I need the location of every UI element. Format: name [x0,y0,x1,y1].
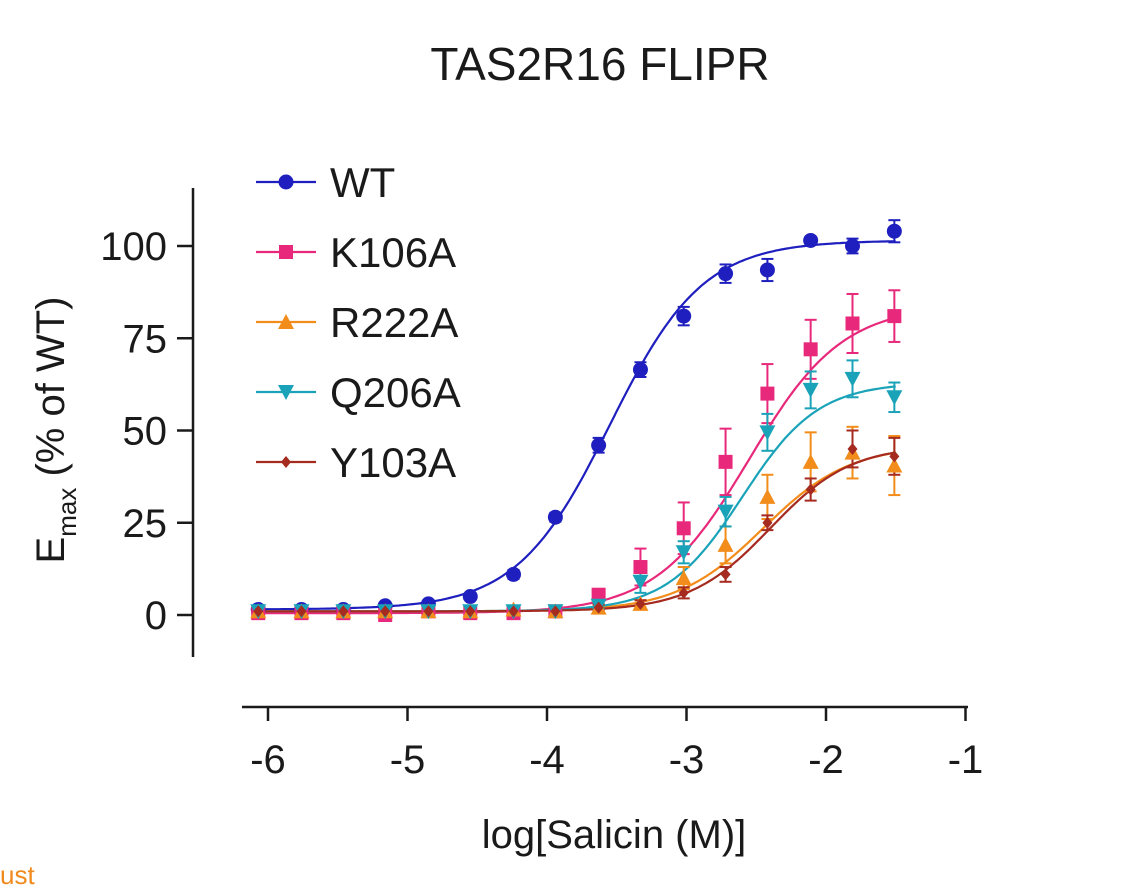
data-point-q206a [759,425,776,441]
x-tick-label: -1 [948,738,984,782]
data-point-r222a [886,457,903,473]
legend-marker-q206a [278,385,294,400]
legend-marker-y103a [281,456,291,468]
y-axis-label-rest: (% of WT) [29,297,73,488]
legend-item-y103a: Y103A [256,439,456,486]
data-point-k106a [887,309,902,324]
x-tick-label: -5 [390,738,426,782]
chart-title: TAS2R16 FLIPR [430,38,769,90]
x-tick-label: -4 [529,738,565,782]
data-point-y103a [338,605,349,618]
data-point-k106a [760,386,775,401]
legend-item-r222a: R222A [256,299,458,346]
data-point-r222a [759,488,776,504]
legend-label-wt: WT [330,159,395,206]
data-point-wt [632,362,648,378]
legend-item-wt: WT [256,159,395,206]
x-tick-label: -3 [669,738,705,782]
data-point-k106a [845,316,860,331]
data-point-y103a [423,605,434,618]
axes: 0 25 50 75 100 -6 -5 -4 -3 -2 -1 [100,188,983,782]
y-tick-label: 100 [100,225,167,269]
data-point-y103a [296,605,307,618]
data-point-q206a [675,545,692,561]
error-bars [252,219,901,618]
y-axis-label-subscript: max [52,488,82,537]
y-axis-label-main: E [29,537,73,564]
y-axis-label: Emax (% of WT) [29,297,82,564]
x-axis-label: log[Salicin (M)] [482,813,747,857]
data-point-wt [759,262,775,278]
data-point-r222a [717,536,734,552]
legend-marker-wt [278,174,294,190]
data-point-q206a [844,371,861,387]
y-tick-label: 25 [123,502,168,546]
data-point-wt [676,308,692,324]
y-tick-label: 50 [123,410,168,454]
data-point-wt [718,266,734,282]
data-point-y103a [805,483,816,496]
legend-marker-k106a [279,245,293,259]
fit-curve-k106a [251,316,896,615]
data-point-y103a [380,605,391,618]
data-point-y103a [847,442,858,455]
data-point-y103a [508,605,519,618]
fit-curve-wt [251,240,896,611]
data-point-wt [506,566,522,582]
data-point-wt [845,238,861,254]
x-tick-label: -6 [250,738,286,782]
data-point-k106a [591,587,606,602]
data-point-k106a [803,342,818,357]
data-point-y103a [762,516,773,529]
data-point-q206a [632,574,649,590]
data-points [250,223,903,622]
data-point-y103a [635,597,646,610]
data-point-wt [886,223,902,239]
data-point-r222a [675,570,692,586]
data-point-r222a [802,453,819,469]
data-point-y103a [593,601,604,614]
fit-curves [251,240,896,615]
data-point-k106a [718,454,733,469]
cropped-footer-text: ust [0,860,35,890]
data-point-wt [591,437,607,453]
data-point-q206a [886,390,903,406]
data-point-wt [462,589,478,605]
legend-item-k106a: K106A [256,229,456,276]
x-tick-label: -2 [808,738,844,782]
data-point-k106a [633,560,648,575]
legend: WT K106A R222A Q206A Y103A [256,159,461,486]
data-point-y103a [253,605,264,618]
data-point-y103a [550,605,561,618]
data-point-y103a [889,450,900,463]
legend-marker-r222a [278,314,294,329]
data-point-q206a [717,504,734,520]
data-point-wt [803,232,819,248]
fit-curve-y103a [251,451,896,613]
data-point-y103a [720,568,731,581]
legend-item-q206a: Q206A [256,369,461,416]
data-point-wt [547,509,563,525]
y-tick-label: 0 [145,594,167,638]
legend-label-k106a: K106A [330,229,456,276]
data-point-q206a [802,382,819,398]
legend-label-q206a: Q206A [330,369,461,416]
legend-label-y103a: Y103A [330,439,456,486]
data-point-k106a [676,521,691,536]
data-point-y103a [678,586,689,599]
y-tick-label: 75 [123,317,168,361]
data-point-y103a [465,605,476,618]
legend-label-r222a: R222A [330,299,458,346]
